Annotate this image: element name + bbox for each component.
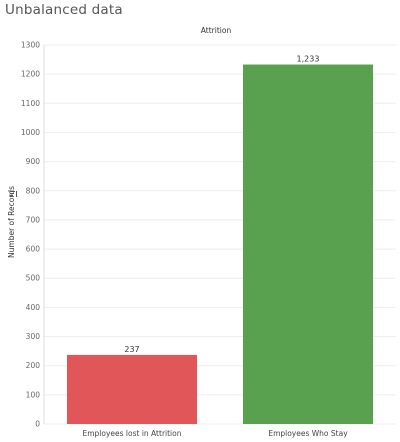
y-tick-label: 1100 bbox=[21, 99, 40, 108]
bars: 237 1,233 bbox=[67, 55, 373, 424]
y-tick-label: 1300 bbox=[21, 41, 40, 50]
y-tick-label: 1200 bbox=[21, 70, 40, 79]
y-tick-label: 1000 bbox=[21, 128, 40, 137]
y-tick-label: 300 bbox=[26, 332, 41, 341]
y-tick-label: 700 bbox=[26, 215, 41, 224]
y-tick-label: 500 bbox=[26, 274, 41, 283]
y-tick-label: 400 bbox=[26, 303, 41, 312]
y-axis-ticks: 0 100 200 300 400 500 600 700 800 900 1000 1100 1200… bbox=[21, 41, 40, 429]
y-tick-label: 600 bbox=[26, 245, 41, 254]
bar-value-label: 1,233 bbox=[297, 55, 320, 64]
column-header: Attrition bbox=[201, 26, 232, 35]
sort-icon[interactable] bbox=[10, 191, 17, 197]
y-tick-label: 0 bbox=[35, 420, 40, 429]
x-axis-categories: Employees lost in Attrition Employees Who… bbox=[83, 429, 349, 438]
x-category-label: Employees Who Stay bbox=[268, 429, 348, 438]
chart-title: Unbalanced data bbox=[5, 2, 123, 18]
y-tick-label: 900 bbox=[26, 157, 41, 166]
y-tick-label: 100 bbox=[26, 390, 41, 399]
bar-attrition[interactable] bbox=[67, 354, 197, 424]
y-tick-label: 800 bbox=[26, 186, 41, 195]
bar-stay[interactable] bbox=[243, 64, 373, 424]
bar-value-label: 237 bbox=[124, 345, 139, 354]
y-tick-label: 200 bbox=[26, 361, 41, 370]
y-axis-title: Number of Records bbox=[7, 186, 16, 258]
x-category-label: Employees lost in Attrition bbox=[83, 429, 182, 438]
